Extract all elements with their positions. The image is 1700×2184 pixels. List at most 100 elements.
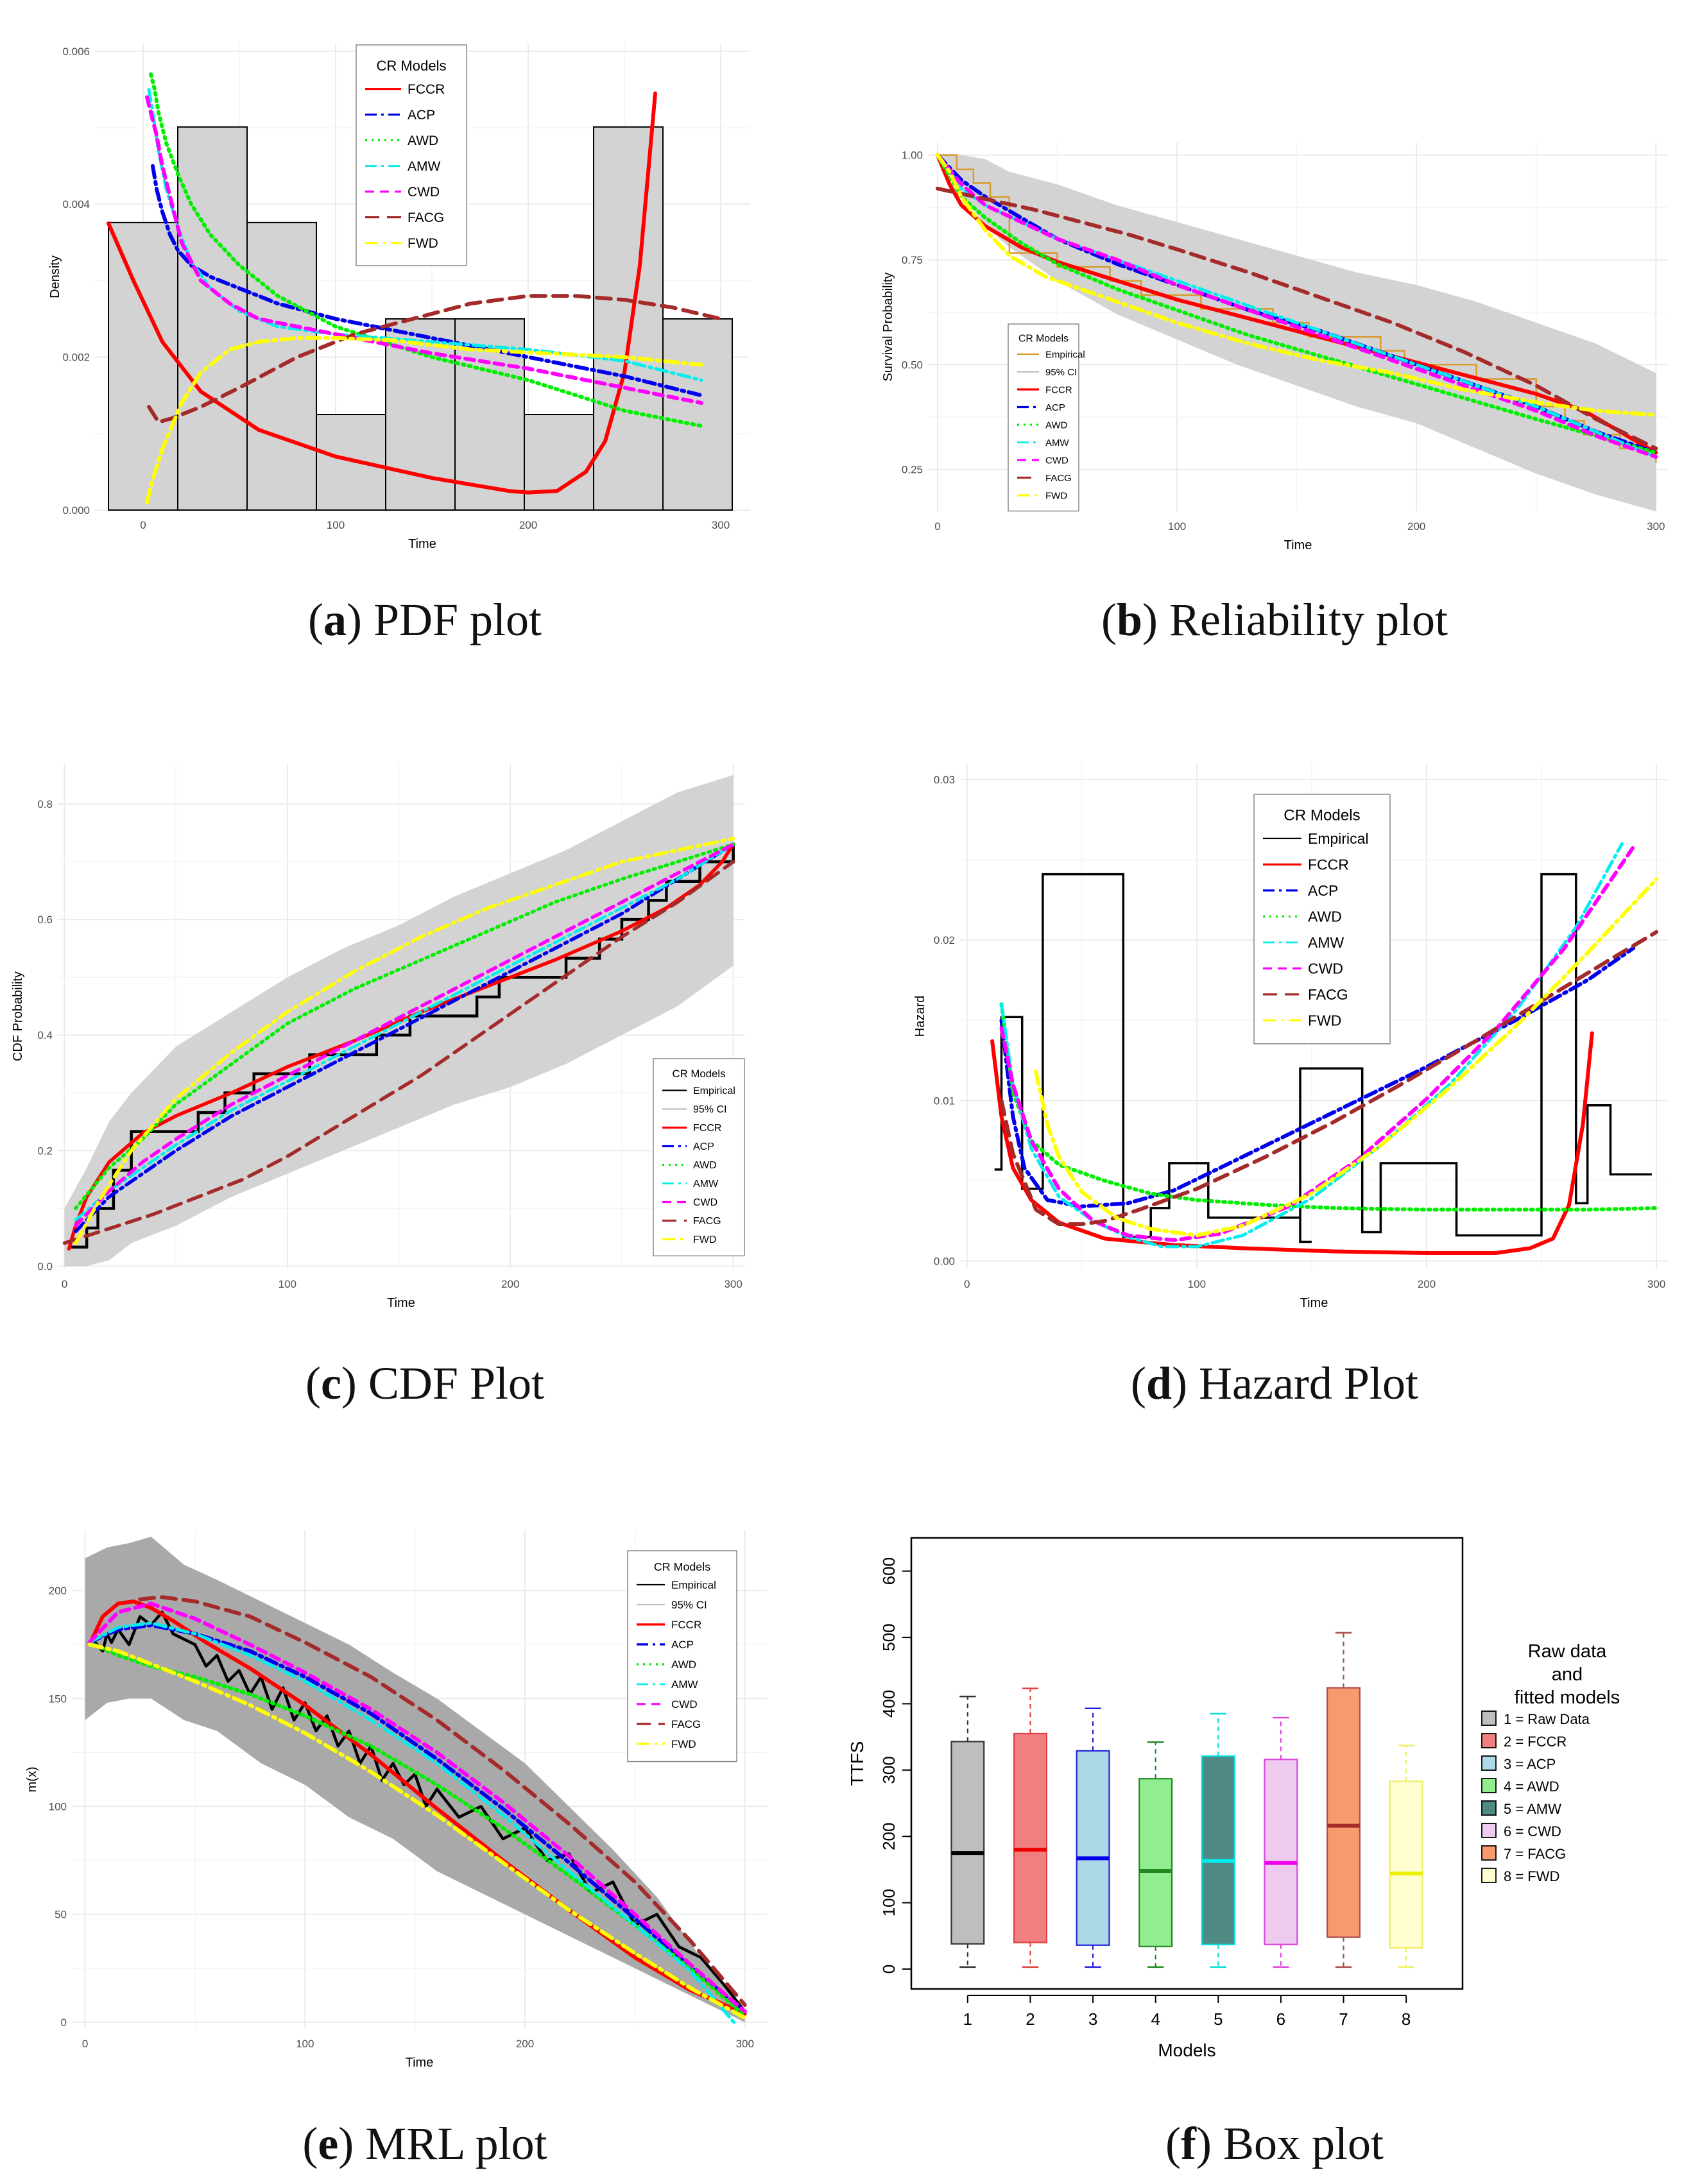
legend-entry: CWD xyxy=(671,1698,698,1711)
legend-entry: Empirical xyxy=(1045,349,1085,360)
legend-entry: FCCR xyxy=(1308,856,1349,873)
y-tick-label: 0.006 xyxy=(62,46,90,58)
x-tick-label: 2 xyxy=(1026,2009,1035,2029)
box-body xyxy=(1076,1750,1110,1946)
legend-entry: AWD xyxy=(1045,420,1068,431)
panel-c-cdf: 0 100 200 300 0.0 0.2 0.4 0.6 0.8 Time CDF Probabi… xyxy=(11,764,745,1310)
x-tick-label: 100 xyxy=(296,2038,314,2050)
x-tick-label: 100 xyxy=(1188,1278,1206,1290)
legend-entry: 95% CI xyxy=(671,1599,707,1611)
y-axis-label: m(x) xyxy=(25,1767,39,1793)
series-line-amw xyxy=(74,842,735,1222)
legend-entry: FACG xyxy=(1045,473,1072,484)
y-tick-label: 0 xyxy=(879,1965,898,1974)
x-tick-label: 100 xyxy=(327,519,345,531)
y-tick-label: 100 xyxy=(879,1889,898,1916)
legend-entry: FCCR xyxy=(408,82,445,97)
y-axis-label: Hazard xyxy=(913,996,927,1037)
x-tick-label: 0 xyxy=(934,520,940,533)
x-tick-label: 7 xyxy=(1339,2009,1348,2029)
confidence-band xyxy=(937,155,1656,511)
legend-entry: 2 = FCCR xyxy=(1504,1734,1567,1750)
legend-box xyxy=(1253,794,1391,1045)
caption-d: (d) Hazard Plot xyxy=(1131,1358,1418,1409)
box-body xyxy=(1389,1780,1423,1949)
x-tick-label: 100 xyxy=(279,1278,296,1290)
x-tick-label: 200 xyxy=(1407,520,1425,533)
caption-f: (f) Box plot xyxy=(1165,2118,1384,2169)
caption-e: (e) MRL plot xyxy=(302,2118,547,2169)
histogram-bar xyxy=(524,414,594,511)
x-tick-label: 200 xyxy=(1418,1278,1436,1290)
legend-box xyxy=(653,1058,745,1257)
series-line-cwd xyxy=(74,842,735,1228)
x-tick-label: 5 xyxy=(1214,2009,1223,2029)
series-line-amw xyxy=(87,1621,736,2024)
legend-title-line: fitted models xyxy=(1515,1687,1620,1708)
x-tick-label: 300 xyxy=(736,2038,754,2050)
legend-entry: CWD xyxy=(1308,960,1343,977)
x-axis-label: Time xyxy=(408,537,436,551)
series-line-fwd xyxy=(935,153,1658,417)
box-body xyxy=(1201,1755,1235,1945)
legend-swatch xyxy=(1481,1823,1497,1838)
legend-entry: CWD xyxy=(408,185,440,200)
legend-entry: FWD xyxy=(408,236,438,251)
box-body xyxy=(1013,1732,1047,1943)
x-tick-label: 200 xyxy=(516,2038,534,2050)
legend-swatch xyxy=(1481,1711,1497,1726)
legend-entry: ACP xyxy=(671,1639,694,1651)
y-tick-label: 0.75 xyxy=(902,254,923,266)
legend-entry: FWD xyxy=(1045,490,1067,501)
legend-box xyxy=(627,1550,737,1762)
x-axis-label: Time xyxy=(1284,538,1312,552)
legend-entry: FACG xyxy=(1308,986,1348,1003)
y-tick-label: 0.000 xyxy=(62,504,90,516)
y-tick-label: 500 xyxy=(879,1623,898,1651)
legend-entry: 95% CI xyxy=(1045,367,1077,378)
series-line-facg xyxy=(62,860,735,1245)
x-tick-label: 0 xyxy=(62,1278,67,1290)
legend-title-line: Raw data xyxy=(1528,1641,1607,1662)
legend-box xyxy=(1008,323,1079,512)
legend-title-line: and xyxy=(1552,1664,1583,1685)
legend-entry: ACP xyxy=(408,108,435,123)
x-axis-label: Time xyxy=(1300,1296,1328,1310)
legend-entry: Empirical xyxy=(671,1579,716,1591)
panel-e-mrl: 0 100 200 300 0 50 100 150 200 Time m(x) CR Models E… xyxy=(25,1530,767,2070)
legend-entry: ACP xyxy=(1308,882,1338,899)
y-tick-label: 0.25 xyxy=(902,464,923,476)
y-axis-label: Density xyxy=(48,255,62,298)
histogram-bar xyxy=(662,318,733,511)
legend-entry: FACG xyxy=(408,210,444,225)
legend-entry: FACG xyxy=(671,1718,701,1730)
legend-entry: AWD xyxy=(693,1160,717,1171)
series-line-acp xyxy=(999,946,1636,1209)
y-tick-label: 0.50 xyxy=(902,359,923,371)
x-tick-label: 300 xyxy=(1647,520,1665,533)
y-tick-label: 0.03 xyxy=(934,774,955,786)
legend-entry: CWD xyxy=(1045,455,1069,466)
y-tick-label: 100 xyxy=(49,1800,67,1813)
panel-f-boxplot: 0 100 200 300 400 500 600 TTFS 1 2 3 4 5 6 7 8 Models Raw… xyxy=(850,1537,1620,2060)
x-tick-label: 0 xyxy=(82,2038,88,2050)
y-axis-label: CDF Probability xyxy=(11,971,25,1061)
series-line-acp xyxy=(151,164,703,398)
y-tick-label: 0.8 xyxy=(37,798,53,810)
legend-entry: AMW xyxy=(1045,438,1070,448)
series-line-acp xyxy=(87,1623,747,2014)
y-tick-label: 0.02 xyxy=(934,934,955,946)
x-tick-label: 0 xyxy=(140,519,146,531)
legend-swatch xyxy=(1481,1868,1497,1883)
y-tick-label: 50 xyxy=(55,1909,67,1921)
legend-swatch xyxy=(1481,1733,1497,1748)
histogram-bar xyxy=(177,126,248,511)
histogram-bar xyxy=(108,221,178,511)
x-tick-label: 300 xyxy=(1647,1278,1665,1290)
x-tick-label: 3 xyxy=(1088,2009,1097,2029)
series-line-fwd xyxy=(145,336,703,505)
y-tick-label: 0.4 xyxy=(37,1029,53,1041)
box-body xyxy=(1327,1687,1361,1938)
legend-title: CR Models xyxy=(1018,334,1069,345)
series-line-amw xyxy=(1000,842,1624,1249)
